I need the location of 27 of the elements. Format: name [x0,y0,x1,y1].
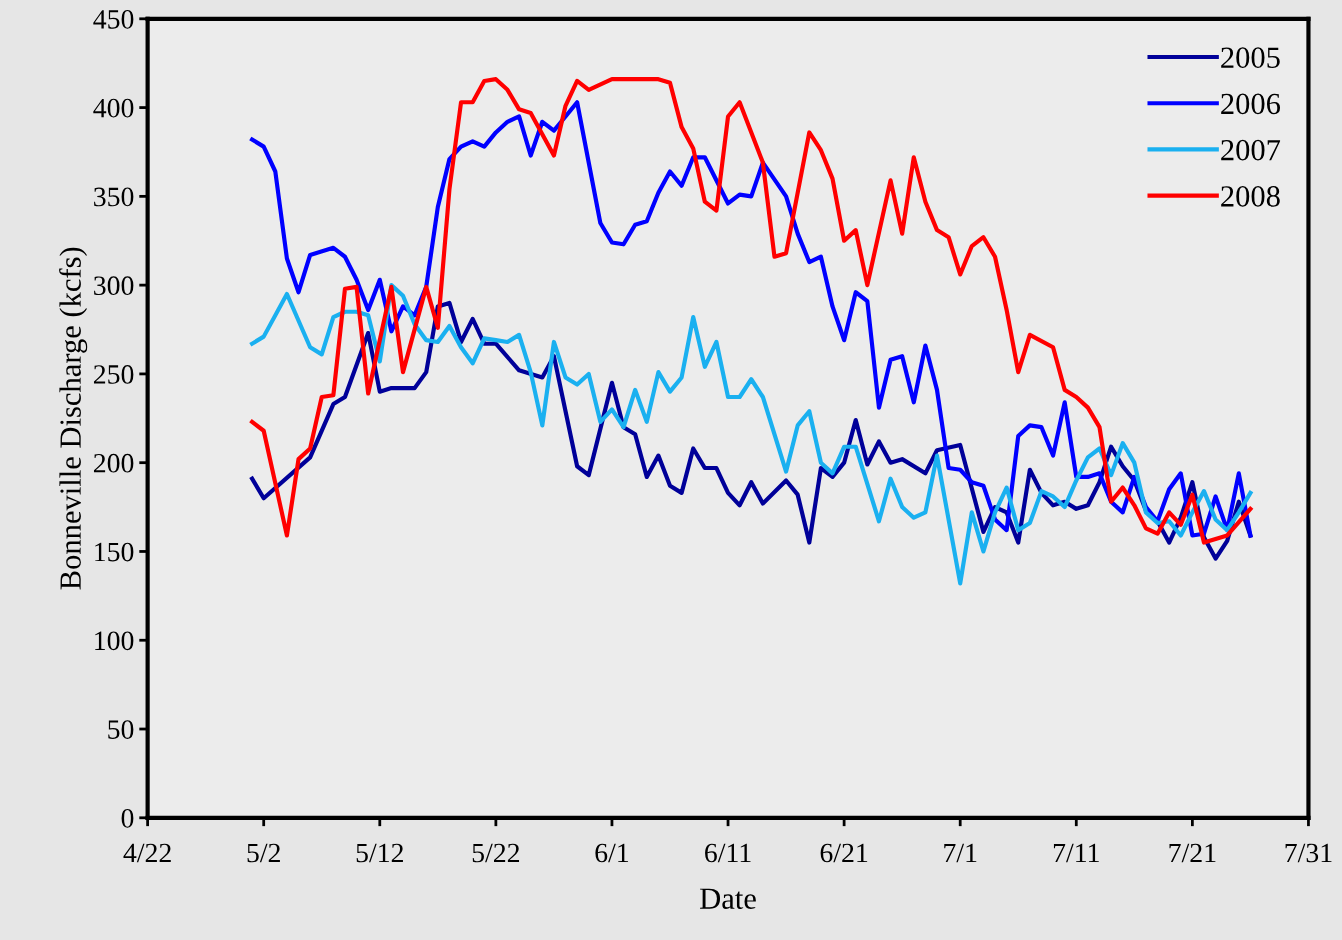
x-tick-label: 7/21 [1169,843,1216,863]
y-tick-label: 150 [95,542,134,562]
x-tick-label: 5/2 [247,843,280,863]
x-tick-label: 5/12 [356,843,403,863]
x-tick-label: 5/22 [472,843,520,863]
legend-label: 2008 [1221,186,1280,207]
x-tick-label: 6/1 [595,843,629,863]
y-tick-label: 350 [94,187,134,207]
legend-label: 2007 [1221,139,1281,161]
y-tick-label: 300 [94,276,134,296]
x-tick-label: 7/11 [1053,843,1099,863]
y-tick-label: 400 [93,98,134,118]
x-tick-label: 7/1 [944,843,977,863]
legend-label: 2005 [1221,47,1280,68]
y-tick-label: 0 [121,808,134,828]
x-tick-label: 7/31 [1285,843,1332,863]
x-tick-label: 6/11 [705,843,751,863]
x-tick-label: 6/21 [820,843,868,863]
y-tick-label: 50 [108,720,134,739]
y-tick-label: 100 [95,631,134,651]
y-tick-label: 200 [93,453,134,473]
legend-label: 2006 [1221,93,1281,115]
y-tick-label: 450 [93,9,134,29]
x-axis-title: Date [700,888,756,909]
x-tick-label: 4/22 [123,843,171,863]
y-tick-label: 250 [93,365,134,384]
y-axis-title: Bonneville Discharge (kcfs) [59,247,88,590]
